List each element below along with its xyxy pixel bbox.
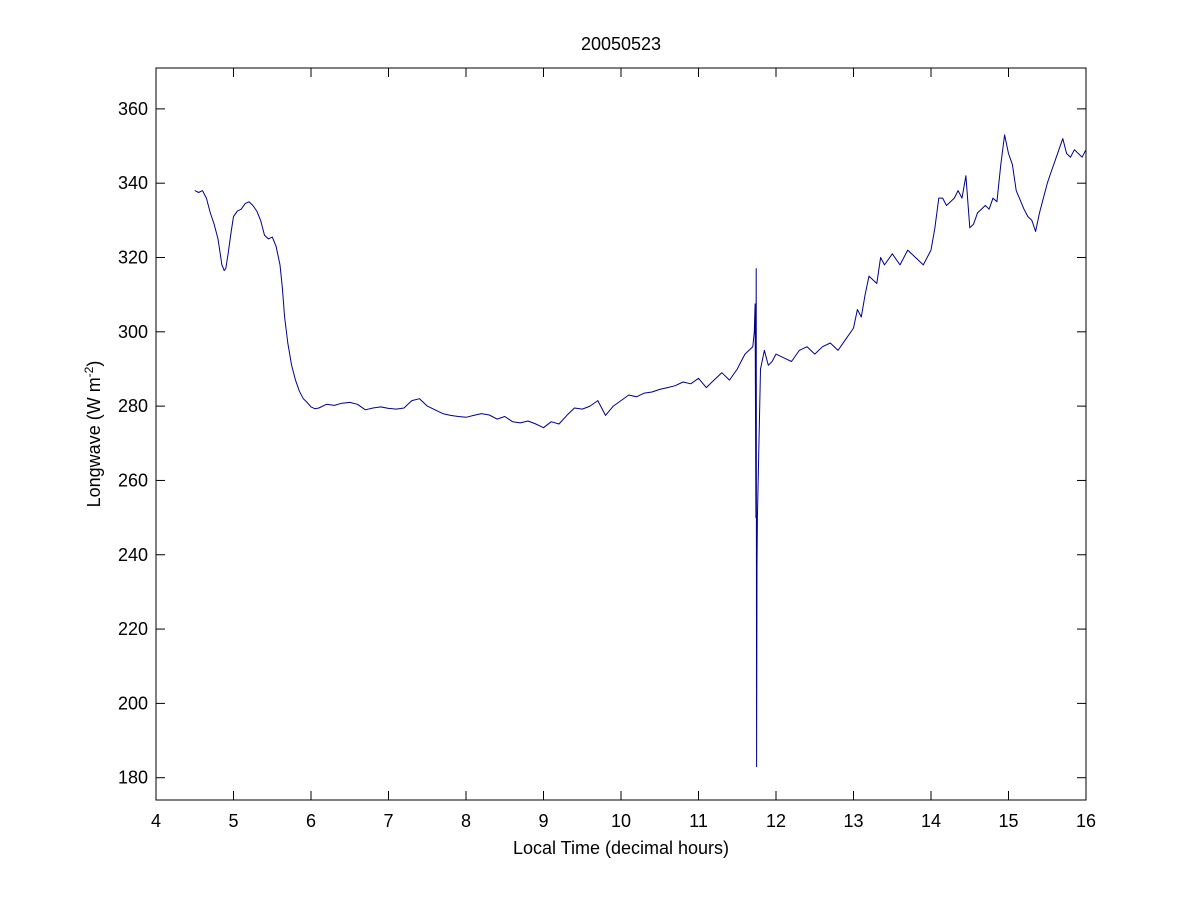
x-tick-label: 12 [766,811,786,831]
x-tick-label: 13 [843,811,863,831]
chart-title: 20050523 [581,34,661,54]
data-series [194,134,1087,768]
y-tick-label: 240 [118,545,148,565]
x-tick-label: 4 [151,811,161,831]
y-tick-label: 360 [118,99,148,119]
y-tick-label: 340 [118,173,148,193]
x-tick-label: 10 [611,811,631,831]
y-tick-label: 280 [118,396,148,416]
y-tick-label: 200 [118,693,148,713]
y-tick-label: 220 [118,619,148,639]
x-tick-label: 11 [689,811,708,831]
x-tick-label: 5 [228,811,238,831]
x-tick-label: 8 [461,811,471,831]
x-tick-label: 16 [1076,811,1096,831]
y-tick-label: 300 [118,322,148,342]
y-axis-title: Longwave (W m-2) [82,361,104,508]
x-tick-label: 7 [383,811,393,831]
y-tick-label: 260 [118,470,148,490]
x-axis-title: Local Time (decimal hours) [513,838,729,858]
x-tick-label: 9 [538,811,548,831]
x-tick-label: 15 [998,811,1018,831]
y-axis-title-close: ) [84,361,104,367]
y-tick-label: 180 [118,768,148,788]
plot-area [155,67,1087,801]
x-tick-label: 6 [306,811,316,831]
y-axis-title-exponent: -2 [82,366,96,377]
y-axis-title-main: Longwave (W m [84,377,104,507]
axis-ticks: 4 5 6 7 8 9 10 11 12 13 14 15 16 180 200 220 240 260 280 30… [118,68,1096,831]
x-tick-label: 14 [921,811,941,831]
series-line-longwave [194,134,1087,768]
y-tick-label: 320 [118,248,148,268]
